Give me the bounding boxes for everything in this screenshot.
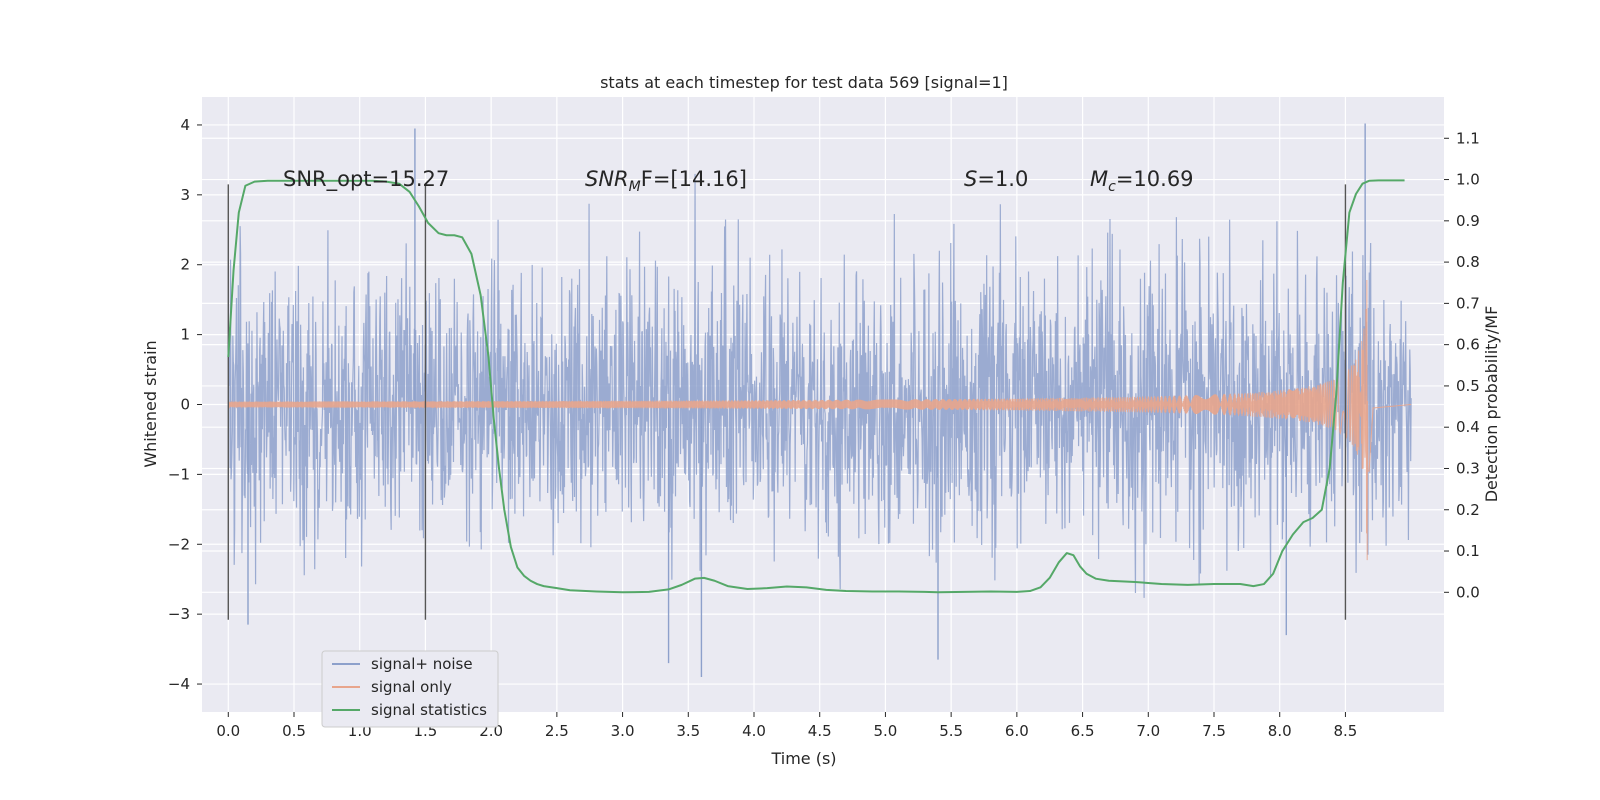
annotation-snr-mf: SNRMF=[14.16] [585, 167, 747, 195]
legend-box [321, 650, 499, 728]
y2-tick-label: 0.8 [1456, 253, 1480, 271]
y-tick-label: 2 [180, 256, 190, 274]
annotation-mc-symbol: M [1090, 167, 1108, 191]
x-tick-label: 6.5 [1071, 722, 1095, 740]
legend: signal+ noise signal only signal statist… [321, 650, 499, 728]
y-tick-label: 1 [180, 326, 190, 344]
annotation-snr-opt: SNR_opt=15.27 [283, 167, 449, 192]
chart-title: stats at each timestep for test data 569… [600, 73, 1008, 92]
y2-tick-label: 0.3 [1456, 459, 1480, 477]
x-tick-label: 6.0 [1005, 722, 1029, 740]
y2-tick-label: 1.1 [1456, 129, 1480, 147]
annotation-snr-mf-subscript: M [629, 179, 641, 195]
statistics-series [227, 179, 1405, 594]
statistics-line [227, 179, 1405, 594]
y-tick-label: 4 [180, 116, 190, 134]
legend-label-stats: signal statistics [371, 701, 487, 719]
y-tick-label: 3 [180, 186, 190, 204]
x-tick-label: 3.0 [611, 722, 635, 740]
annotation-snr-mf-symbol: SNR [585, 167, 629, 191]
annotation-s-symbol: S [964, 167, 977, 191]
annotation-snr-mf-value: F=[14.16] [641, 167, 747, 191]
y2-tick-label: 1.0 [1456, 171, 1480, 189]
y2-tick-label: 0.5 [1456, 377, 1480, 395]
legend-label-signal: signal only [371, 678, 452, 696]
y-tick-label: −3 [168, 605, 190, 623]
y2-axis-label: Detection probability/MF [1482, 306, 1501, 503]
annotation-mc-value: =10.69 [1116, 167, 1194, 191]
y2-tick-label: 0.1 [1456, 542, 1480, 560]
signal-trace [227, 279, 1412, 561]
y-axis-label: Whitened strain [141, 340, 160, 467]
annotation-s: S=1.0 [964, 167, 1028, 191]
y2-tick-label: 0.2 [1456, 501, 1480, 519]
y2-tick-label: 0.9 [1456, 212, 1480, 230]
y2-tick-label: 0.4 [1456, 418, 1480, 436]
x-tick-label: 4.0 [742, 722, 766, 740]
y2-tick-label: 0.7 [1456, 294, 1480, 312]
x-axis-label: Time (s) [770, 749, 836, 768]
y-tick-label: 0 [180, 396, 190, 414]
x-tick-label: 3.5 [676, 722, 700, 740]
x-tick-label: 7.5 [1202, 722, 1226, 740]
annotation-mc: Mc=10.69 [1090, 167, 1194, 195]
y-tick-label: −4 [168, 675, 190, 693]
y-tick-label: −1 [168, 465, 190, 483]
legend-label-noise: signal+ noise [371, 655, 473, 673]
x-tick-label: 8.0 [1268, 722, 1292, 740]
y-tick-label: −2 [168, 535, 190, 553]
x-tick-label: 0.5 [282, 722, 306, 740]
x-tick-label: 0.0 [216, 722, 240, 740]
y2-tick-label: 0.6 [1456, 336, 1480, 354]
y2-tick-label: 0.0 [1456, 583, 1480, 601]
x-tick-label: 5.5 [939, 722, 963, 740]
annotation-mc-subscript: c [1108, 179, 1116, 195]
x-tick-label: 5.0 [873, 722, 897, 740]
x-tick-label: 4.5 [808, 722, 832, 740]
signal-series [227, 279, 1412, 561]
annotation-s-value: =1.0 [977, 167, 1028, 191]
x-tick-label: 2.5 [545, 722, 569, 740]
x-tick-label: 7.0 [1136, 722, 1160, 740]
x-tick-label: 8.5 [1333, 722, 1357, 740]
ticks: 0.0 0.5 1.0 1.5 2.0 2.5 3.0 3.5 4.0 4.5 5.0 5.5 6.0 6… [168, 116, 1480, 740]
